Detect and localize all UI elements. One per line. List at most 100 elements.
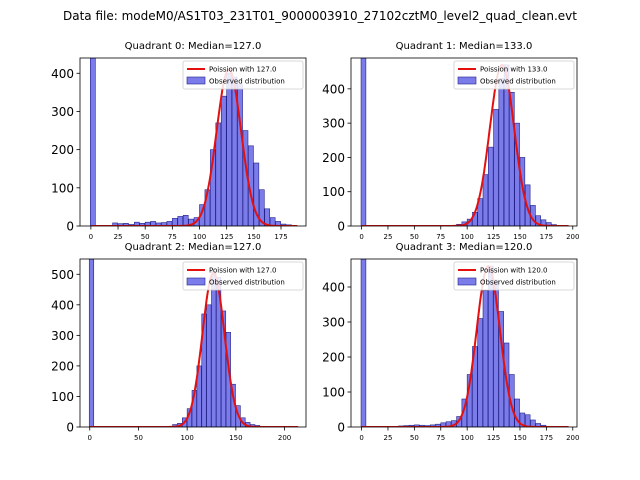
x-tick-label: 50: [410, 233, 419, 241]
y-tick-label: 200: [51, 143, 74, 157]
histogram-bar: [493, 109, 499, 226]
histogram-bar: [253, 162, 260, 226]
histogram-bar: [134, 221, 140, 226]
y-tick-label: 400: [51, 298, 74, 312]
histogram-bar: [166, 221, 173, 226]
histogram-bar: [226, 72, 232, 226]
histogram-bar: [498, 311, 505, 427]
x-tick-label: 150: [513, 434, 526, 442]
poisson-fit-line: [361, 63, 569, 226]
x-tick-label: 25: [384, 233, 393, 241]
y-tick-label: 100: [322, 185, 345, 199]
quadrant-3-panel: Quadrant 3: Median=120.0 0 25 50 75 100 125 150…: [322, 242, 579, 442]
axes-frame: [350, 258, 578, 428]
legend: Poission with 120.0 Observed distribution: [453, 261, 575, 291]
legend-box: [453, 261, 575, 291]
histogram-bar: [117, 223, 124, 226]
legend: Poission with 127.0 Observed distribution: [182, 60, 304, 90]
legend-bar-swatch: [457, 277, 477, 286]
histogram-bar: [535, 423, 541, 427]
x-tick-label: 150: [247, 233, 260, 241]
x-tick-label: 75: [436, 434, 445, 442]
legend-bar-swatch: [186, 76, 206, 85]
histogram-bar-zero: [360, 259, 367, 427]
x-tick-label: 175: [540, 434, 553, 442]
poisson-fit-line: [90, 68, 298, 226]
axes-frame: [79, 57, 307, 227]
x-tick-label: 100: [193, 233, 206, 241]
x-tick-label: 175: [274, 233, 287, 241]
histogram-bar: [487, 146, 494, 226]
quadrant-1-panel: Quadrant 1: Median=133.0 0 25 50 75 100 125 150…: [322, 41, 579, 241]
histogram-bar: [275, 221, 281, 226]
x-tick-label: 125: [220, 233, 233, 241]
histogram-bar: [530, 419, 536, 427]
histogram-bar: [144, 221, 151, 226]
histogram-bar: [206, 304, 212, 427]
histogram-bar: [435, 423, 441, 427]
legend-bar-swatch: [457, 76, 477, 85]
x-tick-label: 50: [410, 434, 419, 442]
y-tick-label: 300: [51, 105, 74, 119]
y-tick-label: 500: [51, 268, 74, 282]
y-tick-label: 0: [337, 220, 345, 234]
histogram-bar: [177, 216, 184, 226]
poisson-fit-line: [89, 271, 299, 427]
y-tick-label: 300: [51, 329, 74, 343]
histogram-bar: [220, 310, 227, 427]
y-tick-label: 300: [322, 117, 345, 131]
histogram-bar-zero: [90, 58, 96, 226]
x-tick-label: 25: [114, 233, 123, 241]
y-tick-label: 0: [66, 421, 74, 435]
x-tick-label: 200: [566, 434, 579, 442]
legend-bar-label: Observed distribution: [480, 279, 556, 287]
y-tick-label: 100: [322, 386, 345, 400]
x-tick-label: 200: [278, 434, 291, 442]
histogram-bar-zero: [88, 259, 95, 427]
x-tick-label: 0: [88, 434, 92, 442]
legend-line-label: Poission with 133.0: [480, 66, 548, 74]
x-tick-label: 50: [141, 233, 150, 241]
legend-bar-label: Observed distribution: [209, 78, 285, 86]
legend-line-label: Poission with 127.0: [209, 267, 277, 275]
y-tick-label: 0: [66, 220, 74, 234]
x-tick-label: 125: [487, 434, 500, 442]
legend-box: [182, 60, 304, 90]
x-tick-label: 50: [134, 434, 143, 442]
histogram-bar: [524, 414, 531, 427]
quadrant-2-title: Quadrant 2: Median=127.0: [125, 242, 262, 253]
figure-title: Data file: modeM0/AS1T03_231T01_90000039…: [63, 9, 577, 23]
histogram-bar: [498, 78, 505, 226]
quadrant-0-title: Quadrant 0: Median=127.0: [125, 41, 262, 52]
histogram-bar: [445, 421, 452, 427]
x-tick-label: 100: [460, 434, 473, 442]
y-tick-label: 0: [337, 421, 345, 435]
legend-box: [453, 60, 575, 90]
y-tick-label: 200: [322, 151, 345, 165]
legend: Poission with 133.0 Observed distribution: [453, 60, 575, 90]
y-tick-label: 400: [322, 82, 345, 96]
histogram-bar: [182, 215, 189, 226]
histogram-bar: [211, 270, 217, 427]
y-tick-label: 300: [322, 316, 345, 330]
legend: Poission with 127.0 Observed distribution: [182, 261, 304, 291]
y-tick-label: 200: [51, 359, 74, 373]
histogram-bar: [482, 174, 489, 226]
plot-area: [90, 58, 298, 226]
x-tick-label: 0: [359, 233, 363, 241]
histogram-bar: [258, 189, 265, 226]
quadrant-1-title: Quadrant 1: Median=133.0: [396, 41, 533, 52]
legend-bar-label: Observed distribution: [480, 78, 556, 86]
axes-frame: [350, 57, 578, 227]
histogram-bar: [477, 318, 483, 427]
x-tick-label: 100: [460, 233, 473, 241]
legend-bar-swatch: [186, 277, 206, 286]
histogram-bar: [210, 149, 216, 226]
y-tick-label: 100: [51, 181, 74, 195]
histogram-bar: [172, 218, 178, 226]
legend-box: [182, 261, 304, 291]
y-tick-label: 200: [322, 351, 345, 365]
x-tick-label: 0: [89, 233, 93, 241]
y-tick-label: 400: [51, 67, 74, 81]
x-tick-label: 200: [566, 233, 579, 241]
